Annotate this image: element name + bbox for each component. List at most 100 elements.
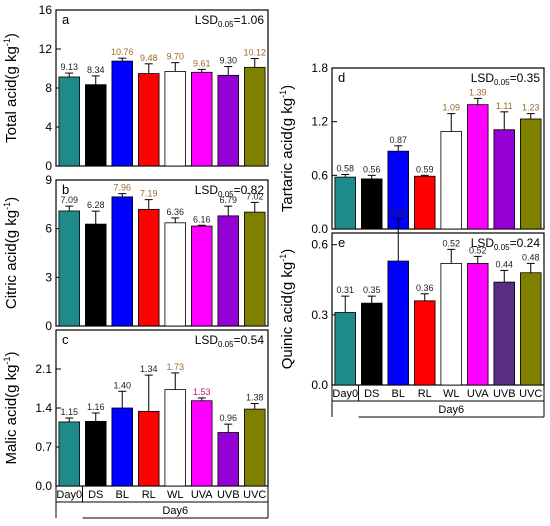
panel-e-bar-day0 bbox=[334, 312, 356, 386]
panel-e-value-label: 0.52 bbox=[469, 245, 487, 255]
panel-c-bar-uvb bbox=[217, 432, 239, 487]
panel-b-value-label: 7.96 bbox=[113, 183, 131, 193]
panel-a-bar-ds bbox=[85, 84, 107, 167]
panel-e-value-label: 0.31 bbox=[336, 285, 354, 295]
panel-b-bar-bl bbox=[111, 196, 133, 327]
panel-c-y-tick-label: 1.4 bbox=[35, 401, 52, 415]
panel-a-bar-day0 bbox=[58, 76, 80, 167]
panel-d-y-axis-label: Tartaric acid(g kg-1) bbox=[278, 85, 296, 212]
panel-e-value-label: 0.35 bbox=[363, 285, 381, 295]
panel-b-bar-day0 bbox=[58, 210, 80, 327]
panel-a-value-label: 9.61 bbox=[193, 58, 211, 68]
panel-e-x-category-rl: RL bbox=[418, 388, 432, 400]
panel-a-value-label: 9.13 bbox=[60, 62, 78, 72]
panel-a-y-tick-label: 8 bbox=[45, 81, 52, 95]
panel-e-x-category-wl: WL bbox=[443, 388, 460, 400]
panel-c-bar-uva bbox=[191, 400, 213, 487]
panel-e-x-category-uvb: UVB bbox=[493, 388, 516, 400]
panel-c-bar-day0 bbox=[58, 421, 80, 487]
panel-b-value-label: 7.02 bbox=[246, 191, 264, 201]
panel-d-letter: d bbox=[338, 70, 345, 85]
panel-c-x-category-uvb: UVB bbox=[217, 489, 240, 501]
panel-e-bar-rl bbox=[414, 300, 436, 386]
panel-b-plot-frame bbox=[55, 179, 269, 327]
panel-b-y-tick-label: 6 bbox=[45, 222, 52, 236]
panel-d-bar-uvc bbox=[520, 118, 542, 230]
panel-d-y-tick-label: 0.0 bbox=[311, 222, 328, 236]
panel-b-bar-wl bbox=[164, 222, 186, 327]
panel-e-x-category-ds: DS bbox=[364, 388, 379, 400]
panel-e-bar-ds bbox=[361, 302, 383, 386]
panel-e-value-label: 0.53 bbox=[389, 208, 407, 218]
panel-c-x-category-bl: BL bbox=[116, 489, 129, 501]
panel-c-x-category-rl: RL bbox=[142, 489, 156, 501]
panel-e-letter: e bbox=[338, 235, 345, 250]
panel-e-value-label: 0.52 bbox=[442, 238, 460, 248]
panel-c-x-category-uva: UVA bbox=[191, 489, 213, 501]
panel-c-x-group-label: Day6 bbox=[162, 505, 188, 517]
panel-a-letter: a bbox=[62, 12, 70, 27]
panel-e-value-label: 0.44 bbox=[495, 259, 513, 269]
panel-c-bar-rl bbox=[138, 410, 160, 487]
panel-b-bar-uvc bbox=[244, 211, 266, 327]
panel-e-y-axis-label: Quinic acid(g kg-1) bbox=[278, 249, 296, 370]
panel-a-bar-rl bbox=[138, 73, 160, 167]
panel-e-bar-uvb bbox=[493, 281, 515, 386]
panel-b-bar-uvb bbox=[217, 215, 239, 327]
panel-e-bar-uvc bbox=[520, 272, 542, 386]
panel-d-bar-day0 bbox=[334, 176, 356, 230]
panel-e-x-category-day0: Day0 bbox=[332, 388, 358, 400]
panel-b-value-label: 7.19 bbox=[140, 189, 158, 199]
panel-a-bar-uvc bbox=[244, 66, 266, 167]
panel-b-bar-ds bbox=[85, 223, 107, 327]
panel-d-value-label: 1.39 bbox=[469, 87, 487, 97]
panel-a-value-label: 9.48 bbox=[140, 53, 158, 63]
panel-d-value-label: 0.59 bbox=[416, 164, 434, 174]
panel-b-bar-uva bbox=[191, 225, 213, 327]
panel-e-bar-wl bbox=[440, 262, 462, 386]
panel-a-value-label: 10.76 bbox=[111, 47, 134, 57]
panel-c-bar-wl bbox=[164, 389, 186, 487]
panel-c-bar-bl bbox=[111, 407, 133, 487]
panel-c-value-label: 1.38 bbox=[246, 393, 264, 403]
panel-e-x-category-bl: BL bbox=[392, 388, 405, 400]
panel-b-letter: b bbox=[62, 182, 69, 197]
panel-d-y-tick-label: 1.8 bbox=[311, 61, 328, 75]
panel-e-x-category-uvc: UVC bbox=[519, 388, 542, 400]
panel-b-bar-rl bbox=[138, 208, 160, 327]
panel-c-lsd-label: LSD0.05=0.54 bbox=[195, 333, 265, 349]
panel-c-bar-ds bbox=[85, 420, 107, 487]
panel-c-value-label: 1.34 bbox=[140, 364, 158, 374]
panel-d-value-label: 0.58 bbox=[336, 163, 354, 173]
panel-d-value-label: 1.23 bbox=[522, 103, 540, 113]
panel-e-y-tick-label: 0.3 bbox=[311, 308, 328, 322]
panel-c-y-axis-label: Malic acid(g kg-1) bbox=[2, 351, 20, 464]
panel-c-bar-uvc bbox=[244, 408, 266, 487]
panel-d-bar-wl bbox=[440, 131, 462, 230]
panel-a-y-tick-label: 16 bbox=[39, 3, 53, 17]
panel-c-x-category-wl: WL bbox=[167, 489, 184, 501]
panel-d-value-label: 1.09 bbox=[442, 103, 460, 113]
panel-d-bar-ds bbox=[361, 178, 383, 230]
panel-a-bar-uvb bbox=[217, 74, 239, 167]
panel-e-bar-bl bbox=[387, 260, 409, 386]
panel-c-value-label: 0.96 bbox=[219, 413, 237, 423]
panel-a-y-tick-label: 4 bbox=[45, 120, 52, 134]
panel-d-value-label: 0.56 bbox=[363, 164, 381, 174]
panel-a-y-tick-label: 12 bbox=[39, 42, 53, 56]
panel-c-value-label: 1.40 bbox=[113, 380, 131, 390]
panel-e-x-category-uva: UVA bbox=[467, 388, 489, 400]
panel-e-y-tick-label: 0.6 bbox=[311, 238, 328, 252]
panel-b-y-tick-label: 0 bbox=[45, 319, 52, 333]
panel-b-value-label: 7.09 bbox=[60, 195, 78, 205]
panel-a-lsd-label: LSD0.05=1.06 bbox=[195, 13, 265, 29]
panel-d-plot-frame bbox=[331, 67, 545, 230]
panel-b-value-label: 6.79 bbox=[219, 195, 237, 205]
panel-b-y-tick-label: 3 bbox=[45, 270, 52, 284]
panel-a-value-label: 8.34 bbox=[87, 65, 105, 75]
panel-e-plot-frame bbox=[331, 232, 545, 386]
panel-c-y-tick-label: 0.7 bbox=[35, 440, 52, 454]
panel-c-y-tick-label: 2.1 bbox=[35, 362, 52, 376]
panel-e-lsd-label: LSD0.05=0.24 bbox=[471, 236, 541, 252]
